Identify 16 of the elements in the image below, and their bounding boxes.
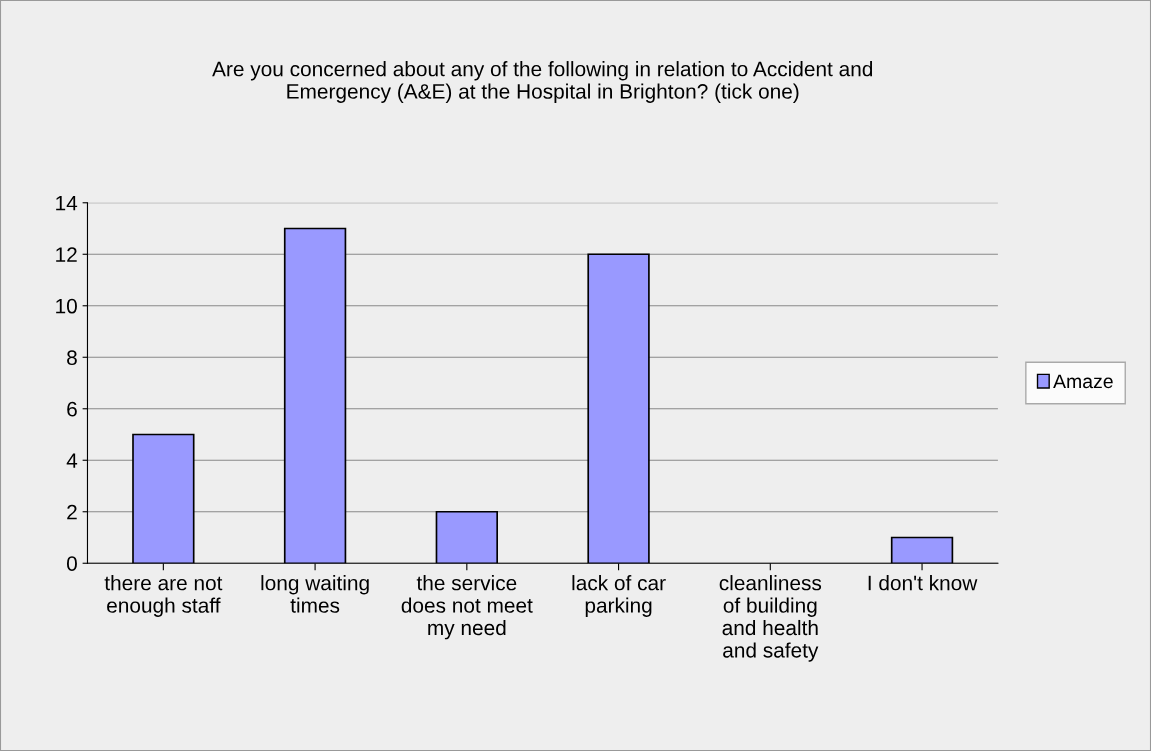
x-tick-label: there are not enough staff xyxy=(104,575,223,617)
x-tick-label: I don't know xyxy=(868,575,978,591)
y-tick-label: 0 xyxy=(66,556,77,571)
x-tick-label: long waiting times xyxy=(261,575,369,613)
y-tick-label: 8 xyxy=(67,350,77,366)
y-tick-label: 14 xyxy=(56,195,78,211)
y-tick-label: 12 xyxy=(56,247,77,262)
y-tick-label: 2 xyxy=(67,504,77,520)
legend-label: Amaze xyxy=(1053,374,1113,389)
x-tick-label: the service does not meet my need xyxy=(401,575,533,640)
y-tick-label: 6 xyxy=(67,401,77,417)
chart-title: Are you concerned about any of the following in relation to Accident and Emergency (A&E) at the Hospital in Brighton? (tick one) xyxy=(212,61,873,103)
y-tick-label: 4 xyxy=(66,453,78,468)
y-tick-label: 10 xyxy=(56,298,77,314)
x-tick-label: cleanliness of building and health and safety xyxy=(719,575,822,662)
x-tick-label: lack of car parking xyxy=(572,575,666,617)
